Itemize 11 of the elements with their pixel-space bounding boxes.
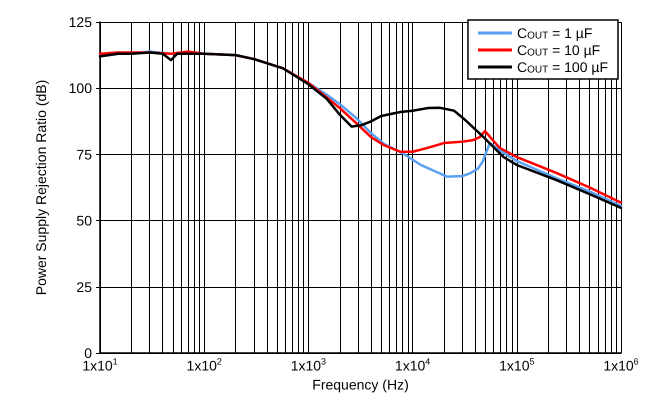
x-axis-title: Frequency (Hz)	[312, 376, 409, 392]
y-tick-label: 100	[68, 80, 92, 96]
legend-label: COUT = 10 µF	[516, 42, 600, 58]
legend-label: COUT = 1 µF	[516, 25, 592, 42]
y-tick-label: 25	[76, 278, 92, 295]
y-tick-label: 125	[68, 14, 92, 30]
y-axis-title: Power Supply Rejection Ratio (dB)	[33, 80, 49, 296]
y-tick-label: 0	[84, 345, 92, 361]
y-tick-label: 50	[76, 212, 92, 229]
y-tick-label: 75	[76, 146, 92, 162]
legend-label: COUT = 100 µF	[516, 59, 608, 76]
